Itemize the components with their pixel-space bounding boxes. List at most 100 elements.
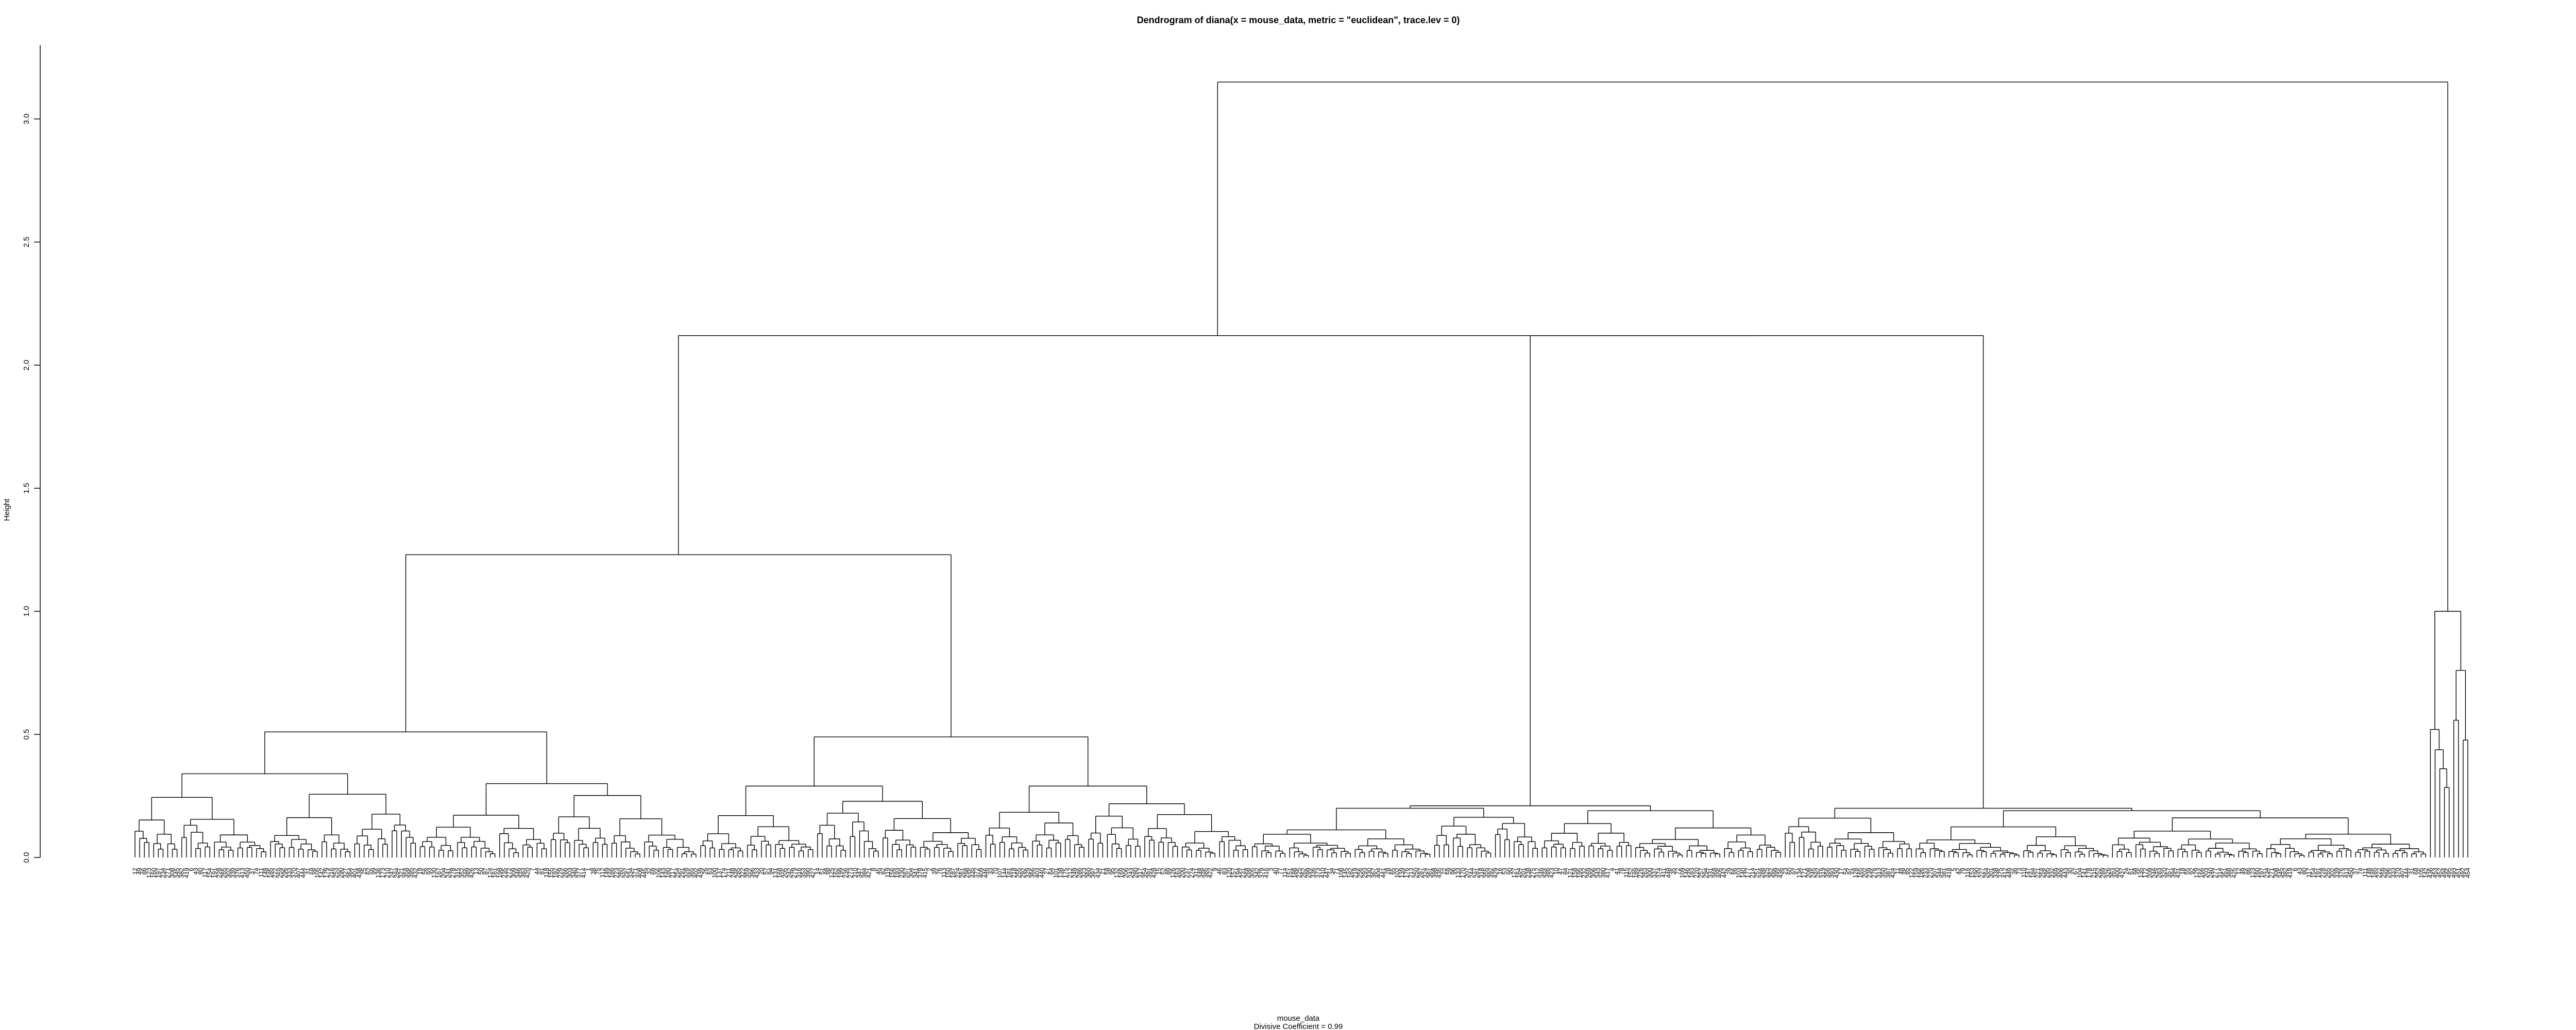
leaf-label: 220	[1693, 868, 1700, 878]
leaf-label: 308	[2273, 868, 2280, 878]
leaf-label: 339	[230, 868, 237, 878]
leaf-label: 51	[819, 868, 826, 875]
leaf-label: 18	[2179, 868, 2186, 875]
leaf-label: 148	[262, 868, 269, 878]
leaf-label: 331	[1707, 868, 1714, 878]
leaf-labels: 1249861231601972342713083453824196438011…	[131, 868, 2471, 878]
leaf-label: 419	[2286, 868, 2294, 878]
y-tick-label: 2.0	[22, 360, 31, 371]
leaf-label: 345	[2277, 868, 2284, 878]
leaf-label: 63	[706, 868, 714, 875]
leaf-label: 423	[1548, 868, 1555, 878]
leaf-label: 54	[1842, 868, 1850, 875]
leaf-label: 64	[1048, 868, 1055, 875]
leaf-label: 110	[2020, 868, 2027, 878]
leaf-label: 313	[1875, 868, 1883, 878]
leaf-label: 69	[650, 868, 657, 875]
leaf-label: 185	[267, 868, 274, 878]
leaf-label: 58	[1104, 868, 1111, 875]
leaf-label: 212	[1066, 868, 1074, 878]
leaf-label: 49	[136, 868, 143, 875]
leaf-label: 73	[2015, 868, 2023, 875]
leaf-label: 184	[2029, 868, 2037, 878]
leaf-label: 312	[1534, 868, 1541, 878]
leaf-label: 163	[1174, 868, 1181, 878]
leaf-label: 317	[1137, 868, 1144, 878]
leaf-label: 113	[940, 868, 947, 878]
leaf-label: 208	[1805, 868, 1812, 878]
leaf-label: 59	[1445, 868, 1452, 875]
leaf-label: 183	[1688, 868, 1696, 878]
leaf-label: 224	[954, 868, 961, 878]
leaf-label: 410	[1319, 868, 1326, 878]
leaf-label: 123	[145, 868, 152, 878]
leaf-label: 383	[519, 868, 527, 878]
leaf-label: 436	[2427, 868, 2434, 878]
leaf-label: 305	[1249, 868, 1256, 878]
leaf-label: 452	[2436, 868, 2444, 878]
leaf-label: 335	[968, 868, 975, 878]
leaf-label: 242	[786, 868, 793, 878]
leaf-label: 14	[814, 868, 821, 875]
leaf-label: 120	[1225, 868, 1232, 878]
leaf-label: 340	[571, 868, 578, 878]
leaf-label: 341	[912, 868, 919, 878]
leaf-label: 337	[1651, 868, 1658, 878]
leaf-label: 428	[1150, 868, 1158, 878]
leaf-label: 225	[1295, 868, 1302, 878]
leaf-label: 194	[1234, 868, 1242, 878]
leaf-label: 448	[1665, 868, 1672, 878]
leaf-label: 186	[608, 868, 616, 878]
leaf-label: 37	[2352, 868, 2359, 875]
leaf-label: 7	[529, 868, 536, 871]
y-tick-label: 0.5	[22, 729, 31, 740]
leaf-label: 89	[1164, 868, 1172, 875]
leaf-label: 193	[893, 868, 901, 878]
leaf-label: 272	[505, 868, 513, 878]
leaf-label: 302	[225, 868, 232, 878]
leaf-label: 191	[211, 868, 218, 878]
leaf-label: 25	[361, 868, 368, 875]
leaf-label: 49	[2240, 868, 2247, 875]
leaf-label: 46	[1216, 868, 1223, 875]
leaf-label: 249	[1071, 868, 1078, 878]
leaf-label: 50	[477, 868, 484, 875]
leaf-label: 70	[992, 868, 999, 875]
leaf-label: 421	[866, 868, 873, 878]
leaf-label: 178	[2086, 868, 2093, 878]
leaf-label: 450	[2347, 868, 2354, 878]
leaf-label: 95	[1108, 868, 1115, 875]
leaf-label: 278	[449, 868, 456, 878]
leaf-label: 404	[1375, 868, 1382, 878]
leaf-label: 420	[524, 868, 531, 878]
leaf-label: 304	[907, 868, 914, 878]
leaf-label: 83	[1221, 868, 1228, 875]
leaf-label: 373	[1314, 868, 1321, 878]
leaf-label: 93	[426, 868, 433, 875]
leaf-label: 301	[1987, 868, 1994, 878]
leaf-label: 168	[776, 868, 784, 878]
leaf-label: 130	[431, 868, 438, 878]
leaf-label: 85	[1903, 868, 1910, 875]
leaf-label: 226	[1637, 868, 1644, 878]
leaf-label: 359	[744, 868, 751, 878]
leaf-label: 378	[917, 868, 924, 878]
leaf-label: 117	[2305, 868, 2312, 878]
leaf-label: 451	[2455, 868, 2462, 878]
leaf-label: 318	[1478, 868, 1485, 878]
leaf-label: 223	[613, 868, 620, 878]
leaf-label: 279	[790, 868, 798, 878]
leaf-label: 106	[655, 868, 662, 878]
leaf-label: 142	[318, 868, 326, 878]
leaf-label: 137	[716, 868, 723, 878]
leaf-label: 228	[2319, 868, 2327, 878]
leaf-label: 365	[688, 868, 695, 878]
y-axis: 0.0 0.5 1.0 1.5 2.0 2.5 3.0	[22, 45, 41, 863]
leaf-label: 407	[2399, 868, 2406, 878]
leaf-label: 243	[1127, 868, 1134, 878]
leaf-label: 436	[1777, 868, 1784, 878]
leaf-label: 22	[1440, 868, 1448, 875]
leaf-label: 56	[421, 868, 429, 875]
leaf-label: 45	[875, 868, 882, 875]
leaf-label: 160	[150, 868, 157, 878]
